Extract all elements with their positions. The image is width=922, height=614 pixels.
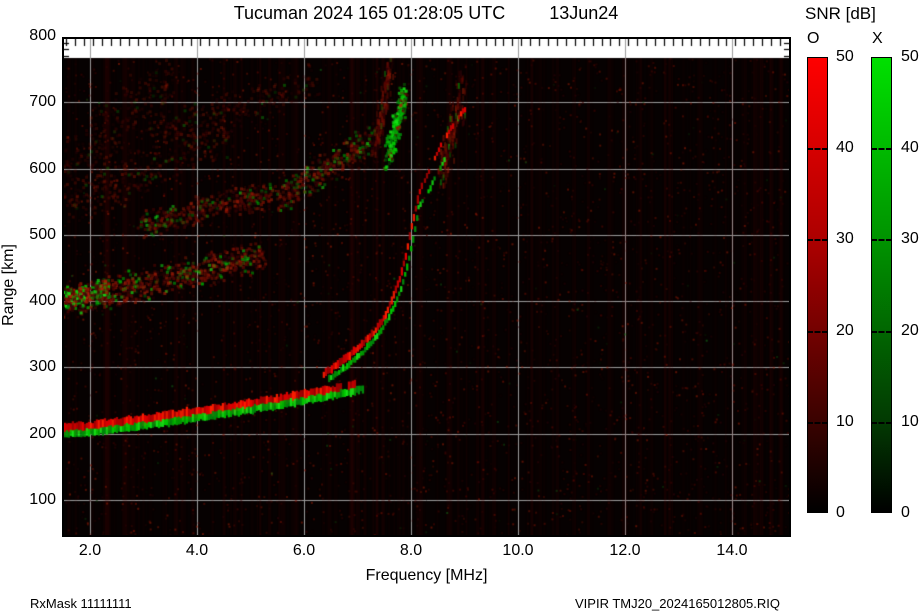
colorbar-title: SNR [dB]	[805, 4, 876, 23]
x-colorbar-dash-tick	[871, 148, 892, 151]
x-axis-title: Frequency [MHz]	[365, 567, 488, 584]
plot-frame	[62, 37, 791, 537]
o-colorbar-tick-label: 10	[836, 412, 854, 430]
y-tick-label: 500	[29, 225, 56, 243]
o-colorbar-tick-label: 30	[836, 230, 854, 248]
y-tick-label: 600	[29, 159, 56, 177]
y-tick-label: 800	[29, 26, 56, 44]
o-colorbar-dash-tick	[807, 148, 828, 151]
o-colorbar-tick-label: 20	[836, 321, 854, 339]
title-station-time: Tucuman 2024 165 01:28:05 UTC	[233, 3, 506, 23]
rxmask-text: RxMask 11111111	[30, 596, 132, 611]
y-tick-label: 300	[29, 358, 56, 376]
x-tick-label: 2.0	[78, 542, 102, 559]
o-colorbar-tick-label: 40	[836, 139, 854, 157]
y-axis-title: Range [km]	[0, 244, 17, 326]
o-colorbar-tick-label: 50	[836, 48, 854, 65]
y-tick-label: 100	[29, 491, 56, 508]
x-tick-label: 10.0	[502, 542, 534, 559]
x-colorbar-tick-label: 10	[901, 412, 919, 430]
ionogram-plot	[64, 39, 789, 535]
colorbar-x-gradient	[871, 57, 892, 513]
colorbar-o-label: O	[807, 30, 820, 47]
title-date: 13Jun24	[549, 3, 619, 23]
x-colorbar-dash-tick	[871, 330, 892, 333]
x-tick-label: 14.0	[716, 542, 748, 559]
x-tick-label: 6.0	[292, 542, 316, 559]
y-tick-label: 700	[29, 93, 56, 111]
colorbar-x-label: X	[872, 30, 883, 47]
x-colorbar-dash-tick	[871, 239, 892, 242]
y-tick-label: 400	[29, 292, 56, 310]
x-colorbar-tick-label: 0	[901, 504, 910, 521]
filename-text: VIPIR TMJ20_2024165012805.RIQ	[575, 596, 781, 611]
x-colorbar-tick-label: 50	[901, 48, 919, 65]
o-colorbar-dash-tick	[807, 239, 828, 242]
x-tick-label: 4.0	[185, 542, 209, 559]
o-colorbar-dash-tick	[807, 421, 828, 424]
x-colorbar-tick-label: 30	[901, 230, 919, 248]
o-colorbar-tick-label: 0	[836, 504, 845, 521]
plot-title: Tucuman 2024 165 01:28:05 UTC 13Jun24	[0, 3, 852, 24]
x-colorbar-tick-label: 40	[901, 139, 919, 157]
o-colorbar-dash-tick	[807, 330, 828, 333]
colorbar-o-gradient	[807, 57, 828, 513]
x-tick-label: 12.0	[609, 542, 641, 559]
x-tick-label: 8.0	[399, 542, 423, 559]
y-tick-label: 200	[29, 424, 56, 442]
x-colorbar-dash-tick	[871, 421, 892, 424]
x-colorbar-tick-label: 20	[901, 321, 919, 339]
